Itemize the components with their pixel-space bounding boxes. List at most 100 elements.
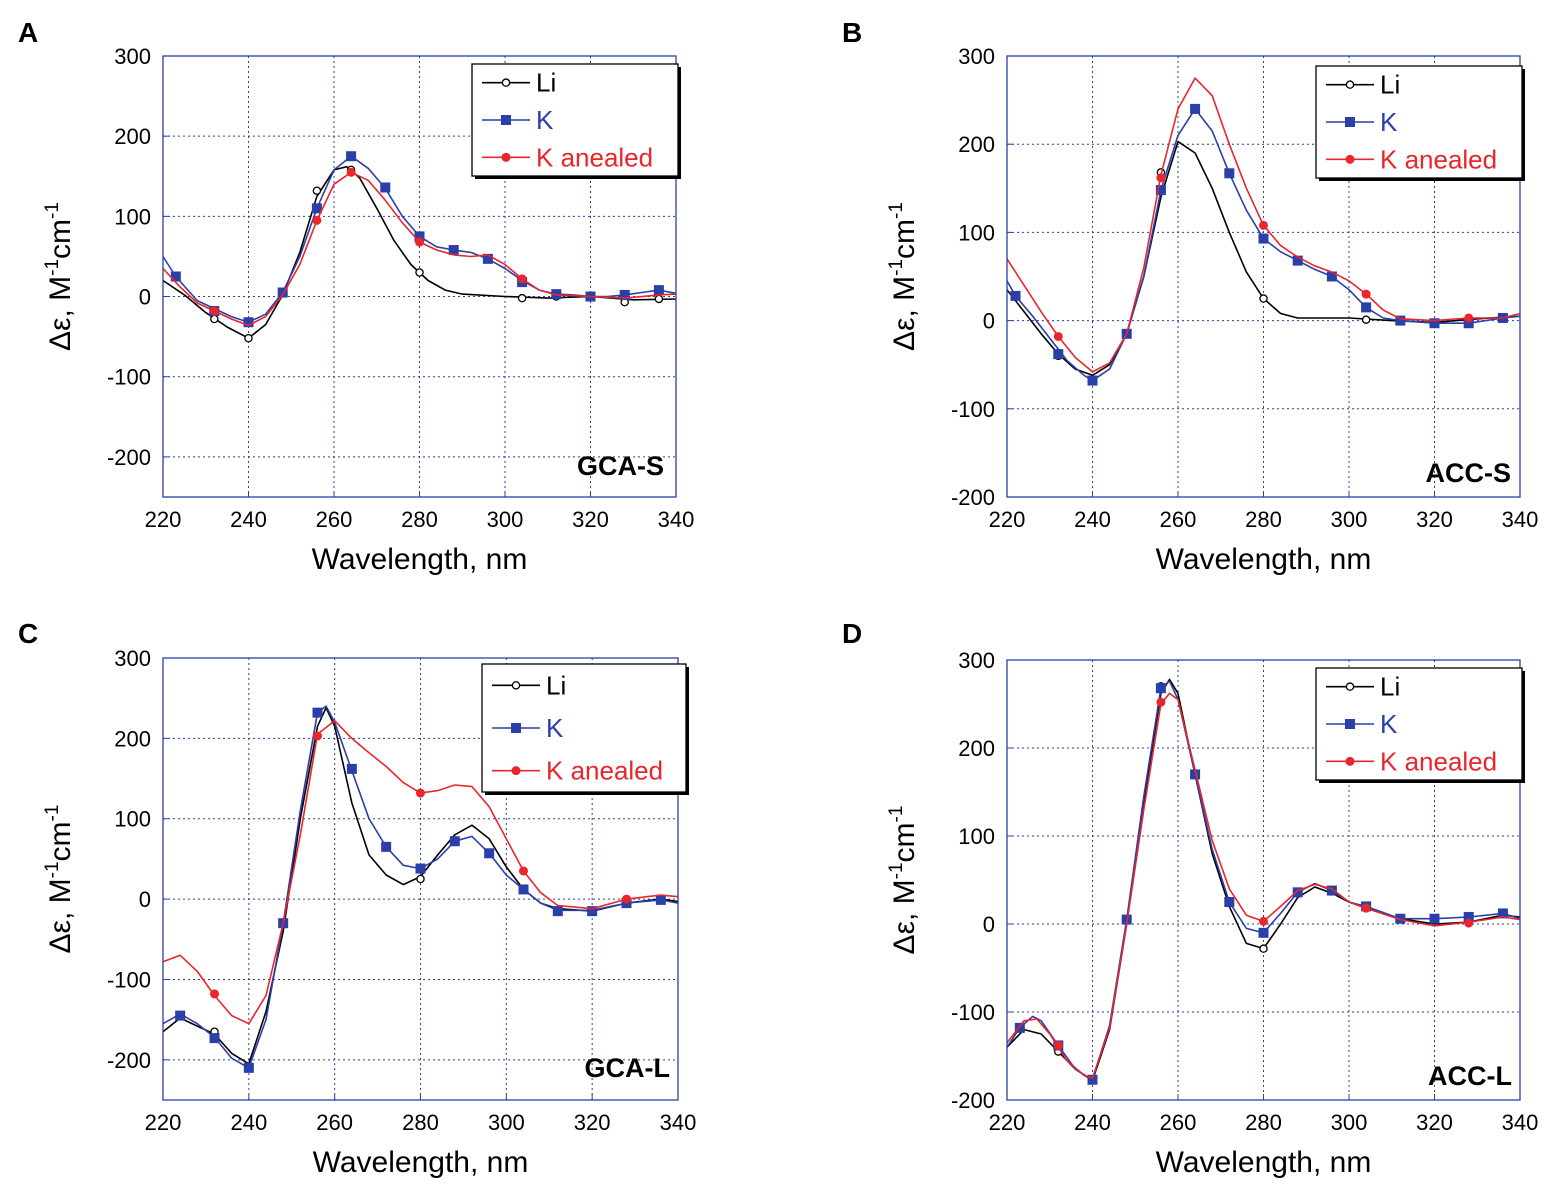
panel-c-legend-marker-li (511, 681, 521, 690)
panel-d-point-k (1429, 913, 1440, 924)
panel-a-xtick-label: 320 (572, 507, 609, 532)
panel-c-point-k (587, 906, 598, 917)
panel-letter-b: B (842, 17, 863, 48)
panel-a-xtick-label: 240 (230, 507, 267, 532)
panel-a-point-li (312, 186, 322, 195)
panel-a-chart: 220 240 260 280 300 320 340 300 200 100 0 -100 -200 W… (42, 44, 694, 576)
panel-b-series-k-anealed (1006, 77, 1521, 373)
panel-a-x-axis-title: Wavelength, nm (312, 543, 528, 576)
panel-b-point-k-anealed (1361, 289, 1371, 299)
panel-c-point-k-anealed (622, 894, 631, 904)
panel-d-ytick-label: 0 (983, 912, 995, 937)
panel-b-point-k (1190, 103, 1201, 114)
panel-b-ytick-label: -200 (951, 485, 995, 510)
panel-b-x-axis-title: Wavelength, nm (1156, 543, 1372, 576)
panel-a-point-k-anealed (517, 274, 527, 284)
panel-a-plot-frame (162, 55, 677, 498)
panel-d-line-k (1006, 680, 1521, 1081)
panel-d-point-k (1292, 887, 1303, 898)
panel-d-xtick-label: 280 (1245, 1110, 1282, 1135)
panel-d-point-k (1155, 683, 1166, 694)
panel-c-xtick-label: 220 (145, 1110, 182, 1135)
panel-d-point-k (1497, 908, 1508, 919)
panel-c-y-axis-title: Δε, M-1cm-1 (42, 805, 77, 954)
panel-b-ytick-label: 100 (958, 220, 995, 245)
panel-b-xtick-label: 340 (1502, 507, 1539, 532)
panel-b-legend-label-li: Li (1380, 70, 1400, 100)
panel-d-legend: Li K K anealed (1315, 667, 1525, 783)
panel-c-point-k (415, 863, 426, 874)
panel-b-point-k (1429, 318, 1440, 329)
panel-b-point-k (1155, 185, 1166, 196)
panel-letter-d: D (842, 618, 863, 649)
panel-d-legend-label-k-anealed: K anealed (1380, 746, 1497, 776)
panel-b-legend: Li K K anealed (1315, 65, 1525, 181)
panel-d-point-k-anealed (1053, 1040, 1063, 1050)
panel-c-sample-label: GCA-L (585, 1053, 670, 1083)
panel-a-legend: Li K K anealed (471, 63, 681, 179)
panel-d-series-k-anealed (1006, 692, 1521, 1079)
panel-d-legend-marker-k-anealed (1345, 756, 1355, 766)
panel-a-legend-label-k: K (536, 105, 554, 135)
panel-a-point-li (244, 333, 253, 343)
panel-c-ytick-label: -200 (107, 1048, 151, 1073)
panel-b-xtick-label: 320 (1416, 507, 1453, 532)
panel-b-point-k (1292, 255, 1303, 266)
panel-c-point-k (655, 894, 666, 905)
panel-a-point-li (654, 294, 664, 304)
panel-c-legend-marker-k-anealed (511, 766, 521, 776)
panel-d-legend-label-li: Li (1380, 672, 1400, 702)
panel-d-ytick-label: 200 (958, 736, 995, 761)
panel-c-xtick-label: 280 (402, 1110, 439, 1135)
panel-a-ytick-label: 200 (114, 124, 151, 149)
panel-b-ytick-label: 0 (983, 309, 995, 334)
panel-d-ytick-label: -100 (951, 1000, 995, 1025)
panel-b-xtick-label: 300 (1331, 507, 1368, 532)
panel-b-chart: 220 240 260 280 300 320 340 300 200 100 0 -100 -200 W… (886, 44, 1538, 576)
panel-b-point-k-anealed (1259, 220, 1268, 230)
panel-b-point-li (1361, 315, 1371, 324)
panel-d-point-k (1014, 1022, 1025, 1033)
panel-letter-a: A (18, 17, 39, 48)
panel-a-point-k (653, 285, 664, 296)
panel-d-point-k (1224, 897, 1235, 907)
panel-c-legend-marker-k (511, 723, 521, 733)
panel-d-point-k-anealed (1156, 697, 1166, 707)
panel-d-plot-frame (1006, 659, 1521, 1101)
panel-a-point-li (210, 314, 219, 324)
panel-c-ytick-label: 200 (114, 726, 151, 751)
panel-d-legend-label-k: K (1380, 709, 1398, 739)
panel-d-sample-label: ACC-L (1428, 1061, 1512, 1091)
panel-a-ytick-label: -200 (107, 445, 151, 470)
panel-a-xtick-label: 340 (658, 507, 695, 532)
panel-d-ytick-label: 300 (958, 648, 995, 673)
panel-d-point-li (1259, 944, 1268, 953)
panel-b-point-k (1053, 349, 1064, 360)
panel-c-xtick-label: 240 (230, 1110, 267, 1135)
panel-d-xtick-label: 340 (1502, 1110, 1539, 1135)
panel-b-point-li (1259, 294, 1268, 303)
panel-a-legend-label-li: Li (536, 68, 556, 98)
panel-c-xtick-label: 260 (316, 1110, 353, 1135)
panel-b-ytick-label: 200 (958, 132, 995, 157)
panel-c-ytick-label: 100 (114, 807, 151, 832)
panel-d-ytick-label: -200 (951, 1088, 995, 1113)
panel-b-xtick-label: 220 (989, 507, 1026, 532)
panel-d-point-k (1326, 885, 1337, 896)
panel-a-point-k-anealed (312, 215, 322, 225)
panel-b-ytick-label: 300 (958, 44, 995, 69)
panel-c-point-k (381, 841, 392, 852)
panel-c-line-k-anealed (162, 719, 679, 1025)
panel-c-point-k (209, 1033, 220, 1044)
panel-a-legend-label-k-anealed: K anealed (536, 142, 653, 172)
panel-c-legend-label-k: K (546, 713, 564, 743)
panel-d-xtick-label: 320 (1416, 1110, 1453, 1135)
panel-b-point-k (1224, 168, 1235, 179)
panel-a-point-k-anealed (346, 167, 356, 177)
panel-a-point-li (517, 293, 527, 303)
panel-d-xtick-label: 300 (1331, 1110, 1368, 1135)
panel-c-point-li (416, 874, 425, 884)
panel-c-chart: 220 240 260 280 300 320 340 300 200 100 0 -100 -200 W… (42, 646, 696, 1179)
panel-b-point-k (1361, 302, 1372, 313)
